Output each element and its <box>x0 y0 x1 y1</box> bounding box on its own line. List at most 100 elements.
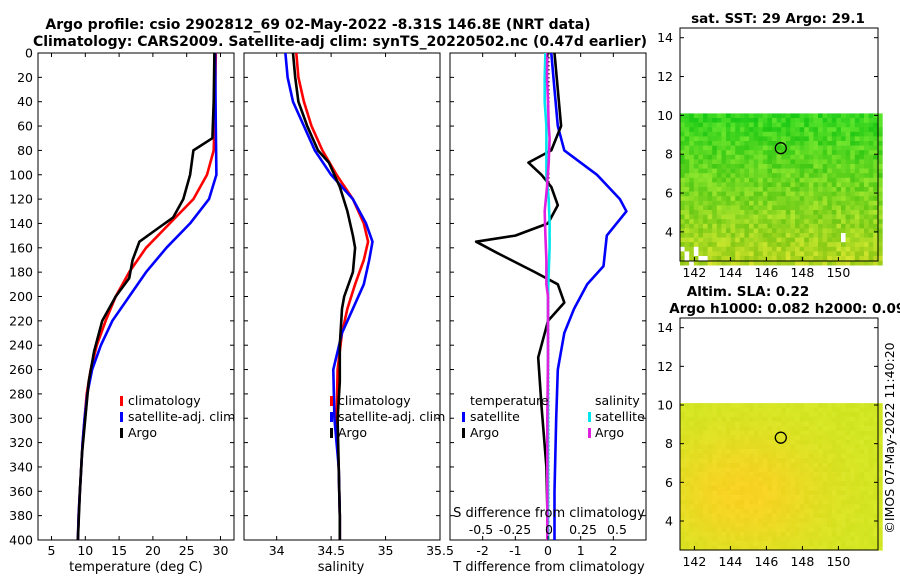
sla_map-cell <box>693 476 699 482</box>
sst_map-cell <box>799 168 805 174</box>
sst_map-cell <box>693 150 699 156</box>
sst_map-cell <box>841 150 846 156</box>
sst_map-cell <box>841 196 846 202</box>
sst_map-cell <box>698 118 704 123</box>
sla_map-cell <box>744 485 750 491</box>
sst_map-cell <box>772 168 777 174</box>
sla_map-cell <box>854 504 860 510</box>
sst_map-cell <box>831 256 837 261</box>
sst_map-cell <box>744 136 750 142</box>
sst_map-cell <box>845 131 851 137</box>
sst_map-cell <box>689 187 695 192</box>
sla_map-ytick-label-0: 4 <box>665 514 673 529</box>
sst_map-cell <box>818 260 823 266</box>
sla_map-cell <box>795 426 800 431</box>
sla_map-cell <box>808 403 814 408</box>
sla_map-cell <box>818 435 823 441</box>
sla_map-cell <box>804 545 810 551</box>
sla_map-cell <box>749 435 754 441</box>
figure-title-line1: Argo profile: csio 2902812_69 02-May-202… <box>45 17 590 33</box>
sst_map-cell <box>790 168 796 174</box>
sla_map-cell <box>813 426 819 431</box>
sst_map-cell <box>804 200 810 206</box>
sla_map-cell <box>845 435 851 441</box>
sst_map-cell <box>795 131 800 137</box>
sst_map-cell <box>689 196 695 202</box>
sla_map-cell <box>680 531 685 537</box>
sla_map-cell <box>707 462 713 468</box>
sla_map-cell <box>813 485 819 491</box>
sla_map-cell <box>753 490 759 496</box>
sst_map-cell <box>721 122 727 128</box>
sla_map-cell <box>799 472 805 477</box>
sla_map-cell <box>799 495 805 500</box>
sla_map-cell <box>799 522 805 528</box>
sla_map-cell <box>758 444 764 450</box>
sst_map-cell <box>735 242 741 248</box>
sla_map-cell <box>799 421 805 427</box>
sst_map-cell <box>790 214 796 220</box>
sla_map-cell <box>808 435 814 441</box>
sst_map-cell <box>790 251 796 257</box>
sla_map-cell <box>864 467 869 473</box>
sla_map-cell <box>868 439 874 445</box>
sst_map-cell <box>744 260 750 266</box>
sst_map-cell <box>716 196 722 202</box>
sla_map-cell <box>707 435 713 441</box>
sla_map-cell <box>790 527 796 533</box>
sst_map-cell <box>772 260 777 266</box>
sst_map-cell <box>850 122 856 128</box>
sst_map-cell <box>781 219 787 225</box>
sla_map-cell <box>804 407 810 413</box>
sla_map-cell <box>707 508 713 514</box>
sla_map-cell <box>776 481 782 487</box>
sla_map-cell <box>831 490 837 496</box>
sst_map-cell <box>818 219 823 225</box>
sst_map-cell <box>859 210 865 215</box>
sla_map-cell <box>868 449 874 454</box>
sst_map-cell <box>758 256 764 261</box>
sst_map-cell <box>693 173 699 179</box>
sla_map-cell <box>827 513 833 519</box>
sla_map-cell <box>877 531 883 537</box>
sst_map-cell <box>767 118 773 123</box>
sla_map-cell <box>749 485 754 491</box>
sst_map-cell <box>726 219 731 225</box>
sst_map-cell <box>795 223 800 229</box>
sla_map-cell <box>785 508 791 514</box>
sst_map-cell <box>818 196 823 202</box>
sst_map-cell <box>716 177 722 183</box>
sla_map-cell <box>818 545 823 551</box>
sst_map-cell <box>790 131 796 137</box>
sst_map-cell <box>684 127 690 133</box>
sst_map-cell <box>744 182 750 188</box>
sst_map-cell <box>684 122 690 128</box>
sla_map-cell <box>712 536 718 542</box>
sst_map-cell <box>877 260 883 266</box>
sst_map-cell <box>721 141 727 146</box>
sst_map-cell <box>873 177 879 183</box>
sla_map-cell <box>831 467 837 473</box>
sst_map-cell <box>744 164 750 169</box>
sst_map-cell <box>680 246 685 252</box>
sla_map-cell <box>868 499 874 505</box>
sst_map-cell <box>873 260 879 266</box>
sst_map-cell <box>726 246 731 252</box>
sst_map-cell <box>749 154 754 160</box>
sla_map-cell <box>873 458 879 464</box>
sla_map-cell <box>836 504 842 510</box>
sst_map-cell <box>831 113 837 119</box>
sla_map-cell <box>873 522 879 528</box>
sla_map-cell <box>845 490 851 496</box>
sst_map-cell <box>813 228 819 234</box>
sst_map-cell <box>767 182 773 188</box>
sla_map-cell <box>831 513 837 519</box>
sst_map-cell <box>868 173 874 179</box>
sst_map-cell <box>703 219 708 225</box>
sla_map-cell <box>813 430 819 436</box>
sst_map-cell <box>776 177 782 183</box>
sla_map-cell <box>790 508 796 514</box>
sla_map-cell <box>790 453 796 459</box>
sst_map-cell <box>790 260 796 266</box>
sst_map-cell <box>845 233 851 238</box>
